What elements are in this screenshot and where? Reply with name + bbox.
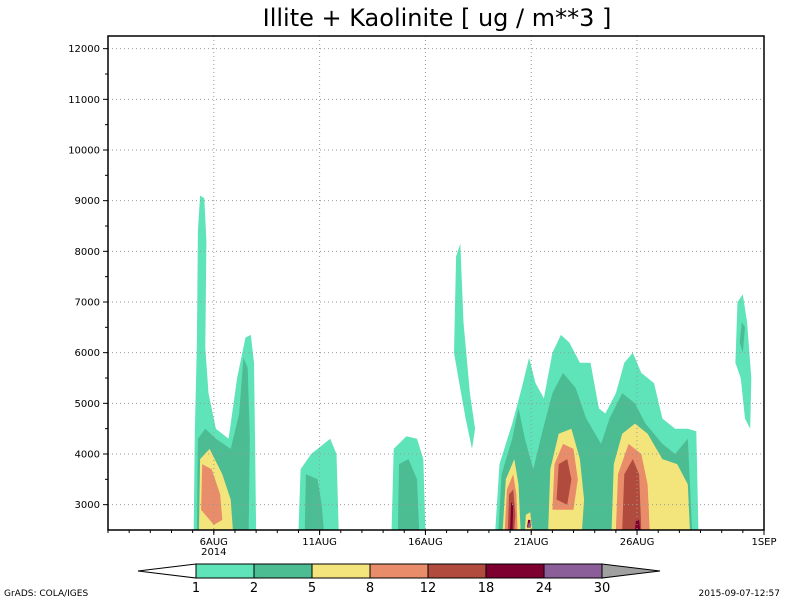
axes: 3000 4000 5000 6000 7000 8000 9000 10000 11000 12…: [68, 35, 777, 558]
x-tick-label: 11AUG: [302, 537, 337, 548]
colorbar-lower-arrow: [137, 563, 197, 579]
grid-lines: [108, 36, 765, 530]
plume-3-level-2: [397, 459, 420, 530]
y-tick-label: 12000: [68, 44, 100, 55]
colorbar-level-label: 5: [308, 581, 316, 596]
colorbar-level-label: 12: [420, 581, 437, 596]
plot-frame: [107, 35, 765, 531]
plume-6-level-2: [739, 322, 745, 353]
y-tick-label: 11000: [68, 95, 100, 106]
y-tick-label: 5000: [75, 399, 100, 410]
y-tick-label: 3000: [75, 500, 100, 511]
plume-6-level-1: [735, 294, 752, 429]
plume-5c-level-5: [622, 459, 642, 530]
colorbar-segment: [485, 563, 545, 579]
colorbar-level-label: 24: [536, 581, 553, 596]
plume-5a-level-6: [510, 502, 514, 530]
plume-5d-level-7: [527, 522, 531, 527]
y-tick-label: 4000: [75, 450, 100, 461]
plume-5c-level-6: [634, 519, 641, 530]
x-tick-label: 6AUG: [200, 537, 228, 548]
colorbar-level-label: 18: [478, 581, 495, 596]
y-tick-label: 7000: [75, 298, 100, 309]
plume-1-level-4: [201, 464, 223, 525]
colorbar-level-label: 2: [250, 581, 258, 596]
colorbar-segment: [369, 563, 429, 579]
colorbar-level-label: 30: [594, 581, 611, 596]
y-tick-label: 6000: [75, 348, 100, 359]
colorbar-segment: [311, 563, 371, 579]
colorbar-level-label: 1: [192, 581, 200, 596]
chart-title: Illite + Kaolinite [ ug / m**3 ]: [263, 4, 612, 32]
footer-right-label: 2015-09-07-12:57: [699, 589, 781, 599]
colorbar-segment: [543, 563, 603, 579]
y-tick-label: 9000: [75, 196, 100, 207]
colorbar-segment: [253, 563, 313, 579]
colorbar-segment: [195, 563, 255, 579]
plume-4-level-1: [454, 243, 476, 449]
x-tick-label: 16AUG: [408, 537, 443, 548]
contour-fill-layer: [193, 195, 752, 530]
x-tick-label: 26AUG: [620, 537, 655, 548]
y-tick-label: 8000: [75, 247, 100, 258]
x-tick-label: 21AUG: [514, 537, 549, 548]
footer-left-label: GrADS: COLA/IGES: [4, 589, 88, 599]
plume-5b-level-5: [556, 459, 572, 505]
colorbar-upper-arrow: [601, 563, 661, 579]
x-tick-sublabel: 2014: [201, 547, 226, 558]
y-tick-label: 10000: [68, 146, 100, 157]
colorbar: 1 2 5 8 12 18 24 30: [137, 563, 661, 596]
x-tick-label: 1SEP: [751, 537, 776, 548]
colorbar-segment: [427, 563, 487, 579]
plume-2-level-2: [304, 474, 324, 530]
colorbar-level-label: 8: [366, 581, 374, 596]
